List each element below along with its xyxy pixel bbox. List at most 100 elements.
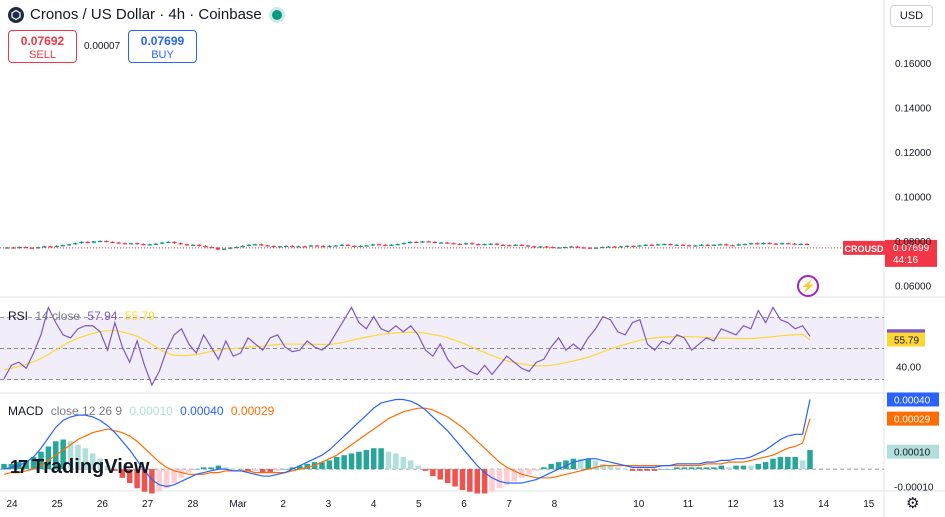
price-axis-tick: 0.16000 <box>895 59 932 70</box>
tradingview-logo[interactable]: 17 TradingView <box>10 456 149 479</box>
candle <box>414 241 419 244</box>
candle <box>147 244 152 246</box>
candle <box>345 244 351 246</box>
macd-histogram-bar <box>748 465 754 470</box>
macd-histogram-bar <box>563 460 569 470</box>
macd-histogram-bar <box>149 469 155 494</box>
macd-histogram-bar <box>385 451 392 470</box>
buy-label: BUY <box>151 49 174 61</box>
macd-histogram-bar <box>762 462 769 470</box>
macd-histogram-bar <box>711 467 717 470</box>
candle <box>48 246 53 248</box>
candle <box>11 247 16 249</box>
candle <box>79 241 84 244</box>
candle <box>792 243 797 245</box>
candle <box>668 244 673 246</box>
lightning-icon[interactable]: ⚡ <box>797 275 819 297</box>
spread-value: 0.00007 <box>84 41 121 52</box>
candle <box>494 243 500 245</box>
rsi-legend-value: 57.94 <box>87 309 118 323</box>
buy-price: 0.07699 <box>140 34 185 48</box>
rsi-legend[interactable]: RSI 14 close 57.94 55.79 <box>8 309 159 323</box>
candle <box>35 247 41 249</box>
candle <box>166 241 171 244</box>
macd-histogram-bar <box>289 467 296 470</box>
macd-axis-tick: 0.00040 <box>894 395 931 406</box>
time-axis-tick: 8 <box>552 499 558 510</box>
candle <box>742 244 748 246</box>
candle <box>290 245 295 248</box>
symbol-title: Cronos / US Dollar · 4h · Coinbase <box>30 6 262 23</box>
rsi-line <box>3 305 811 387</box>
sell-button[interactable]: 0.07692 SELL <box>8 30 77 63</box>
macd-histogram-bar <box>245 469 251 471</box>
candle <box>401 242 407 245</box>
macd-histogram-bar <box>637 469 643 471</box>
macd-histogram-bar <box>496 469 503 489</box>
candle <box>457 243 462 246</box>
currency-selector[interactable]: USD <box>890 5 933 27</box>
macd-axis-badge <box>887 444 939 459</box>
candle <box>432 241 438 244</box>
rsi-ma-label: 55.79 <box>894 336 919 347</box>
macd-histogram-bar <box>260 469 266 473</box>
macd-histogram-bar <box>1 463 7 470</box>
candle <box>569 246 574 248</box>
time-axis-tick: 15 <box>863 499 875 510</box>
rsi-ma-badge <box>887 332 925 347</box>
candle <box>705 244 710 246</box>
candle <box>711 244 717 246</box>
macd-histogram-bar <box>348 453 355 470</box>
candle <box>755 243 760 245</box>
macd-histogram-bar <box>444 469 451 484</box>
gear-icon[interactable]: ⚙ <box>906 495 920 512</box>
candle <box>637 245 642 247</box>
macd-histogram-bar <box>740 465 747 470</box>
macd-histogram-bar <box>407 460 414 470</box>
macd-histogram-bar <box>437 469 444 480</box>
candle <box>4 247 10 249</box>
tradingview-mark-icon: 17 <box>10 457 28 477</box>
symbol-header[interactable]: Cronos / US Dollar · 4h · Coinbase <box>8 6 282 23</box>
candle <box>60 245 66 247</box>
macd-histogram-bar <box>600 463 606 470</box>
candle <box>308 245 314 247</box>
macd-histogram-bar <box>126 469 133 484</box>
buy-button[interactable]: 0.07699 BUY <box>128 30 197 63</box>
candle <box>686 245 692 247</box>
macd-histogram-bar <box>67 441 74 470</box>
candle <box>228 247 233 249</box>
candle <box>724 244 729 246</box>
macd-legend-params: close 12 26 9 <box>50 404 123 418</box>
macd-histogram-bar <box>156 469 163 492</box>
candle <box>593 247 599 249</box>
macd-histogram-bar <box>681 467 688 470</box>
candle <box>606 246 611 248</box>
time-axis-tick: 24 <box>6 499 18 510</box>
candle <box>618 246 624 248</box>
macd-histogram-bar <box>104 465 111 470</box>
macd-histogram-bar <box>614 467 621 470</box>
countdown-label: 44:16 <box>893 255 918 266</box>
price-axis-tick: 0.08000 <box>895 237 932 248</box>
candle <box>135 243 140 245</box>
macd-histogram-bar <box>230 469 236 470</box>
macd-histogram-bar <box>282 469 288 470</box>
candle <box>271 245 276 248</box>
candle <box>451 243 456 245</box>
price-axis-tick: 0.12000 <box>895 148 932 159</box>
candle <box>525 245 531 247</box>
candle <box>352 245 357 248</box>
candle <box>259 244 264 246</box>
candle <box>612 246 617 248</box>
candle <box>438 242 444 244</box>
macd-histogram-bar <box>459 469 466 490</box>
macd-axis-tick: -0.00010 <box>894 483 934 494</box>
time-axis-tick: 27 <box>142 499 154 510</box>
macd-legend[interactable]: MACD close 12 26 9 0.00010 0.00040 0.000… <box>8 404 278 418</box>
candle <box>66 244 72 246</box>
symbol-tag-badge <box>843 240 885 255</box>
macd-histogram-bar <box>341 455 347 470</box>
time-axis-tick: 26 <box>97 499 109 510</box>
